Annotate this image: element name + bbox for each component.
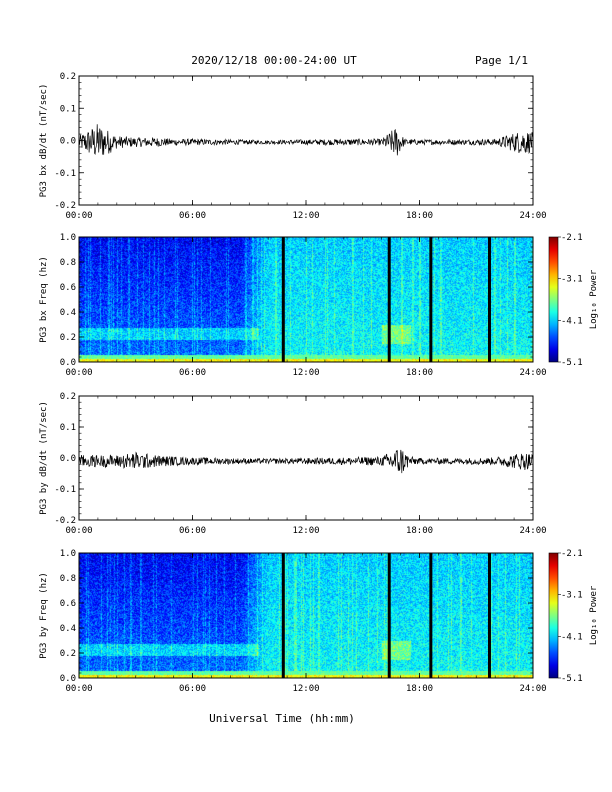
trace-line <box>78 124 534 156</box>
x-tick-label: 12:00 <box>292 684 319 694</box>
x-tick-label: 06:00 <box>179 684 206 694</box>
colorbar-label: Log₁₀ Power <box>589 269 599 329</box>
x-tick-label: 06:00 <box>179 211 206 221</box>
data-gap-3 <box>429 237 433 362</box>
y-tick-label: 0.4 <box>60 624 76 634</box>
page-indicator: Page 1/1 <box>475 54 528 67</box>
colorbar <box>548 236 559 363</box>
y-tick-label: 0.2 <box>60 649 76 659</box>
y-tick-label: 0.0 <box>60 454 76 464</box>
colorbar-tick-label: -5.1 <box>561 674 583 684</box>
panel-2: -2.1 -3.1 -4.1 -5.1 Log₁₀ Power 0.0 0.2 0.4 0.6 0… <box>39 233 599 378</box>
y-tick-label: 0.2 <box>60 333 76 343</box>
x-tick-label: 24:00 <box>519 684 546 694</box>
y-tick-label: 0.1 <box>60 423 76 433</box>
panel-1: -0.2 -0.1 0.0 0.1 0.2 00:00 06:00 12:00 18:00 24:… <box>39 72 547 221</box>
x-tick-label: 12:00 <box>292 211 319 221</box>
y-tick-label: 0.2 <box>60 392 76 402</box>
y-axis-label: PG3 bx Freq (hz) <box>39 256 49 343</box>
x-tick-label: 00:00 <box>65 211 92 221</box>
y-tick-label: 0.0 <box>60 674 76 684</box>
trace-line <box>78 449 534 474</box>
spectrogram-image <box>79 553 533 678</box>
y-tick-label: 0.6 <box>60 283 76 293</box>
y-axis-label: PG3 bx dB/dt (nT/sec) <box>39 84 49 198</box>
y-tick-label: 0.0 <box>60 358 76 368</box>
x-tick-label: 00:00 <box>65 684 92 694</box>
colorbar <box>548 552 559 679</box>
y-tick-label: 0.8 <box>60 574 76 584</box>
colorbar-tick-label: -3.1 <box>561 275 583 285</box>
data-gap-4 <box>487 553 491 678</box>
y-tick-label: 0.0 <box>60 137 76 147</box>
colorbar-tick-label: -3.1 <box>561 591 583 601</box>
colorbar-tick-label: -2.1 <box>561 233 583 243</box>
y-axis-label: PG3 by dB/dt (nT/sec) <box>39 401 49 515</box>
data-gap-4 <box>487 237 491 362</box>
colorbar-tick-label: -5.1 <box>561 358 583 368</box>
x-tick-label: 06:00 <box>179 368 206 378</box>
data-gap-2 <box>387 553 391 678</box>
colorbar-tick-label: -4.1 <box>561 316 583 326</box>
x-tick-label: 24:00 <box>519 368 546 378</box>
x-tick-label: 18:00 <box>406 211 433 221</box>
x-tick-label: 12:00 <box>292 368 319 378</box>
data-gap-3 <box>429 553 433 678</box>
data-gap-1 <box>281 237 285 362</box>
x-tick-label: 00:00 <box>65 368 92 378</box>
x-axis-label: Universal Time (hh:mm) <box>209 712 355 725</box>
colorbar-tick-label: -4.1 <box>561 632 583 642</box>
panel-4: -2.1 -3.1 -4.1 -5.1 Log₁₀ Power 0.0 0.2 0.4 0.6 0… <box>39 549 599 694</box>
colorbar-tick-label: -2.1 <box>561 549 583 559</box>
y-tick-label: 0.2 <box>60 72 76 82</box>
y-tick-label: 0.8 <box>60 258 76 268</box>
y-tick-label: 1.0 <box>60 233 76 243</box>
x-tick-label: 18:00 <box>406 368 433 378</box>
x-tick-label: 12:00 <box>292 526 319 536</box>
spectrogram-image <box>79 237 533 362</box>
plot-frame <box>78 75 534 206</box>
data-gap-2 <box>387 237 391 362</box>
figure-title: 2020/12/18 00:00-24:00 UT <box>191 54 357 67</box>
y-tick-label: 0.1 <box>60 104 76 114</box>
panels: -0.2 -0.1 0.0 0.1 0.2 00:00 06:00 12:00 18:00 24:… <box>39 72 599 694</box>
y-axis-label: PG3 by Freq (hz) <box>39 572 49 659</box>
x-tick-label: 18:00 <box>406 684 433 694</box>
y-tick-label: 0.4 <box>60 308 76 318</box>
x-tick-label: 18:00 <box>406 526 433 536</box>
y-tick-label: -0.2 <box>54 516 76 526</box>
x-tick-label: 00:00 <box>65 526 92 536</box>
x-tick-label: 24:00 <box>519 211 546 221</box>
y-tick-label: -0.2 <box>54 201 76 211</box>
y-tick-label: 1.0 <box>60 549 76 559</box>
y-tick-label: -0.1 <box>54 169 76 179</box>
x-tick-label: 24:00 <box>519 526 546 536</box>
panel-3: -0.2 -0.1 0.0 0.1 0.2 00:00 06:00 12:00 18:00 24:… <box>39 392 547 536</box>
x-tick-label: 06:00 <box>179 526 206 536</box>
data-gap-1 <box>281 553 285 678</box>
y-tick-label: 0.6 <box>60 599 76 609</box>
colorbar-label: Log₁₀ Power <box>589 585 599 645</box>
y-tick-label: -0.1 <box>54 485 76 495</box>
